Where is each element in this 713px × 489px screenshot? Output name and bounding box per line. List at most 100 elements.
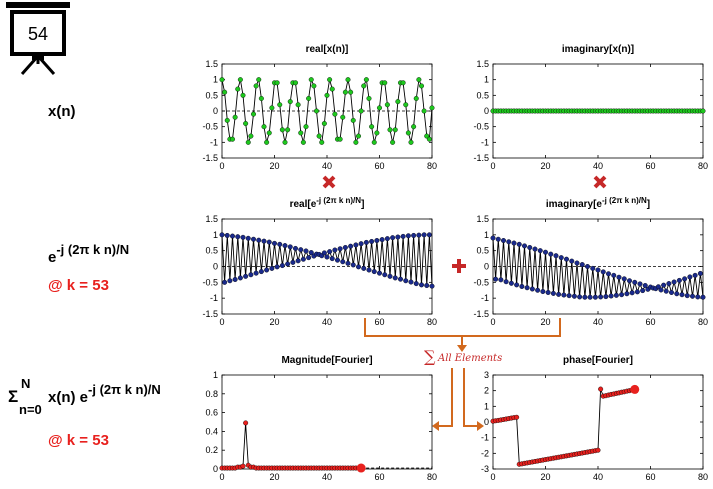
chart-imag-x: imaginary[x(n)] 0 20 40 60 80 1.5 1 0.5 0 -0.5 -1 -1… [473, 44, 708, 171]
data-point [264, 267, 270, 273]
data-point [300, 256, 306, 262]
data-point [550, 290, 556, 296]
x-tick-label: 40 [322, 161, 332, 171]
data-point [332, 247, 338, 253]
y-tick-label: -1 [481, 293, 489, 303]
data-point [398, 276, 404, 282]
chart-title: imaginary[x(n)] [562, 44, 634, 55]
y-tick-label: 0.6 [205, 408, 218, 418]
data-point [371, 139, 377, 145]
data-point [340, 114, 346, 120]
data-point [327, 249, 333, 255]
data-point [258, 269, 264, 275]
data-point [411, 124, 417, 130]
y-tick-label: -1 [481, 433, 489, 443]
x-tick-label: 80 [427, 472, 437, 482]
data-point [687, 274, 693, 280]
data-point [232, 276, 238, 282]
data-point [569, 258, 575, 264]
data-point [243, 121, 249, 127]
x-tick-label: 20 [540, 317, 550, 327]
data-point [508, 280, 514, 286]
data-point [324, 92, 330, 98]
data-point [256, 77, 262, 83]
data-point [245, 139, 251, 145]
data-point [553, 253, 559, 259]
sum-symbol: ∑ [424, 347, 436, 366]
data-point [253, 270, 259, 276]
kernel-exponent: -j (2π k n)/N [56, 242, 129, 257]
data-point [348, 89, 354, 95]
data-point [540, 289, 546, 295]
data-point [413, 281, 419, 287]
data-point [382, 80, 388, 86]
y-tick-label: 0 [484, 417, 489, 427]
data-point [548, 251, 554, 257]
data-point [293, 245, 299, 251]
x-tick-label: 80 [698, 317, 708, 327]
dft-sub: n=0 [19, 402, 42, 417]
data-point [658, 287, 664, 293]
data-point [400, 233, 406, 239]
data-point [377, 105, 383, 111]
data-point [611, 272, 617, 278]
data-point [366, 95, 372, 101]
xn-label: x(n) [48, 103, 76, 120]
x-tick-label: 40 [593, 161, 603, 171]
y-tick-label: 0.8 [205, 389, 218, 399]
y-tick-label: 0 [213, 464, 218, 474]
data-point [277, 102, 283, 108]
data-point [514, 282, 520, 288]
data-point [606, 271, 612, 277]
y-tick-label: -1 [481, 137, 489, 147]
data-point [426, 232, 432, 238]
y-tick-label: -1.5 [473, 309, 489, 319]
data-point [416, 232, 422, 238]
data-point [543, 249, 549, 255]
y-tick-label: -1 [210, 137, 218, 147]
data-point [692, 272, 698, 278]
data-point [306, 255, 312, 261]
data-point [529, 286, 535, 292]
y-tick-label: 1 [213, 370, 218, 380]
data-point [676, 277, 682, 283]
data-point [311, 83, 317, 89]
data-point [374, 130, 380, 136]
x-tick-label: 60 [645, 317, 655, 327]
data-point [498, 277, 504, 283]
data-point [363, 77, 369, 83]
dft-sup: N [21, 376, 30, 391]
data-point [516, 241, 522, 247]
chart-title-main: real[x(n)] [306, 44, 349, 55]
y-tick-label: 0 [213, 262, 218, 272]
data-point [237, 275, 243, 281]
data-point [243, 420, 249, 426]
data-point [298, 130, 304, 136]
data-point [293, 80, 299, 86]
data-point [332, 111, 338, 117]
data-point [400, 80, 406, 86]
dft-sigma: Σ [8, 387, 18, 406]
data-point [519, 283, 525, 289]
data-point [595, 267, 601, 273]
sum-label: All Elements [437, 353, 502, 364]
y-tick-label: 0.5 [476, 246, 489, 256]
data-point [353, 242, 359, 248]
data-point [279, 127, 285, 133]
x-tick-label: 0 [219, 472, 224, 482]
y-tick-label: 0 [484, 106, 489, 116]
data-point [329, 256, 335, 262]
data-point [282, 139, 288, 145]
data-point [303, 124, 309, 130]
data-point [416, 77, 422, 83]
data-point [345, 77, 351, 83]
data-point [350, 262, 356, 268]
y-tick-label: -0.5 [473, 122, 489, 132]
data-point [411, 232, 417, 238]
data-point [300, 139, 306, 145]
data-point [632, 279, 638, 285]
chart-title-sup: -j (2π k n)/N [602, 196, 647, 205]
chart-title: imaginary[e-j (2π k n)/N] [546, 196, 650, 210]
y-tick-label: 1 [213, 75, 218, 85]
y-tick-label: 2 [484, 386, 489, 396]
